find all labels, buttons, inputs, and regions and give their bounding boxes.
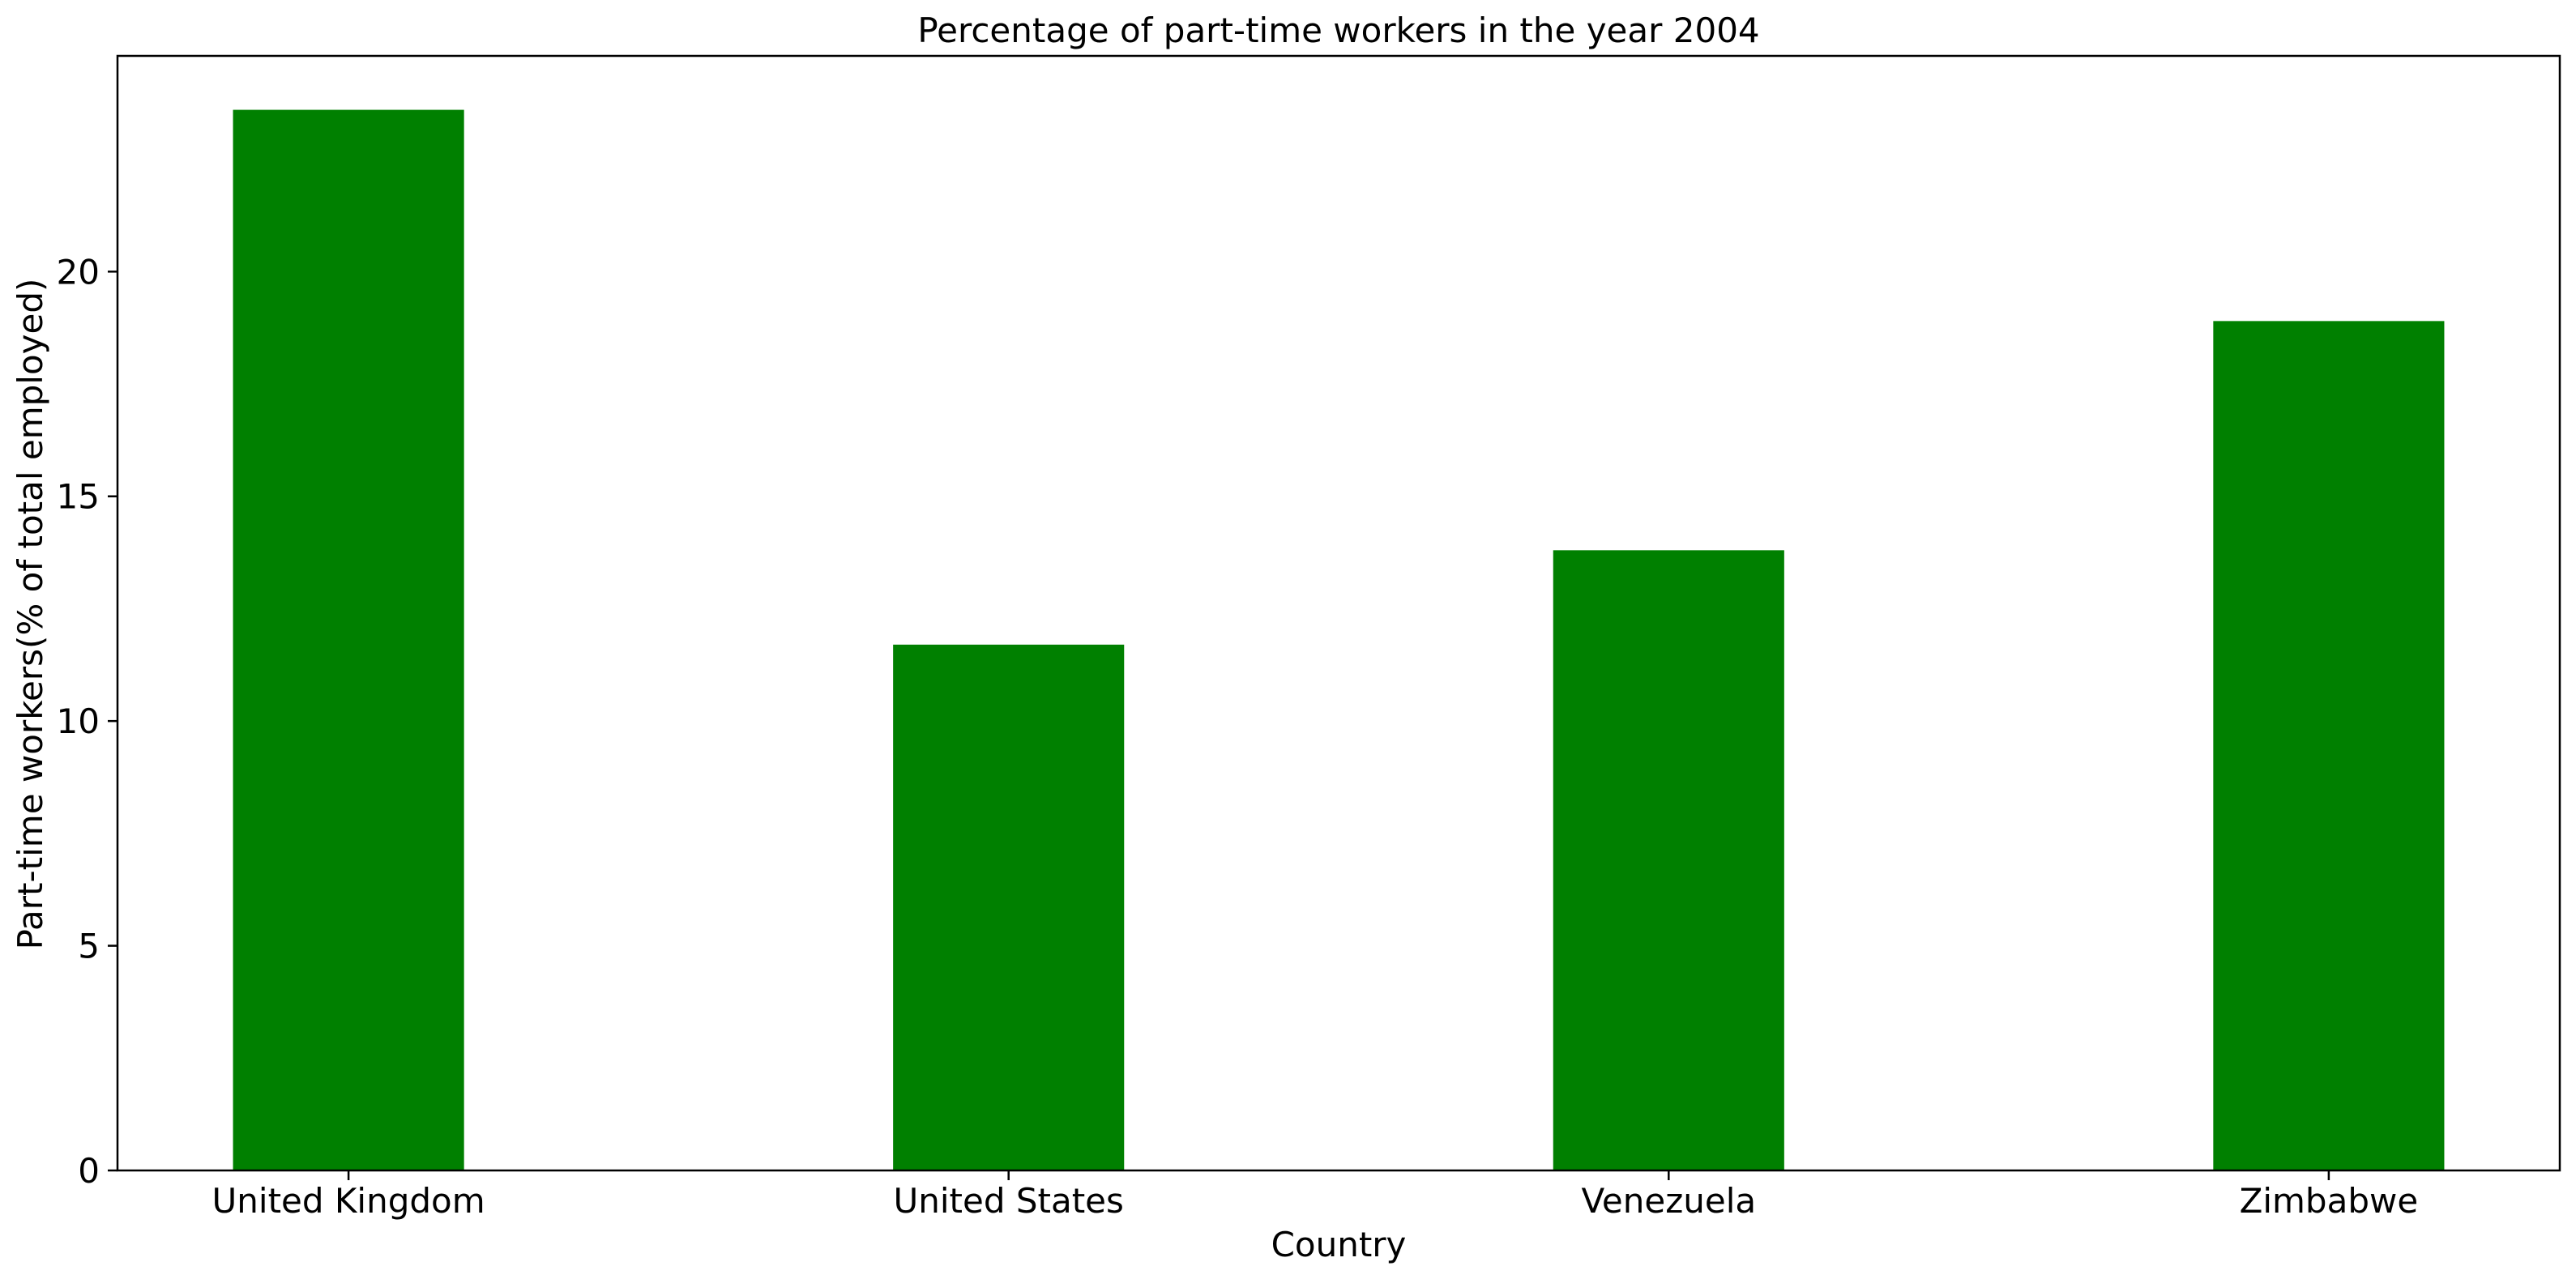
plot-area-frame (116, 54, 2561, 1172)
y-tick-label: 0 (78, 1151, 100, 1191)
chart-title: Percentage of part-time workers in the y… (917, 11, 1759, 50)
x-axis: United Kingdom United States Venezuela Zimb… (212, 1170, 2419, 1221)
bars-group (233, 109, 2445, 1170)
x-tick-label: Zimbabwe (2240, 1181, 2419, 1221)
x-tick-label: United Kingdom (212, 1181, 485, 1221)
x-tick-label: Venezuela (1581, 1181, 1756, 1221)
y-tick-label: 5 (78, 927, 100, 966)
bar-united-kingdom (233, 109, 464, 1170)
x-tick-label: United States (893, 1181, 1123, 1221)
bar-united-states (893, 644, 1125, 1170)
y-tick-label: 10 (57, 701, 100, 741)
y-tick-label: 20 (57, 252, 100, 292)
bar-zimbabwe (2213, 321, 2445, 1170)
bar-venezuela (1553, 550, 1784, 1170)
y-axis: 0 5 10 15 20 (57, 252, 117, 1191)
y-tick-label: 15 (57, 477, 100, 517)
y-axis-label: Part-time workers(% of total employed) (11, 279, 50, 950)
x-axis-label: Country (1271, 1225, 1407, 1264)
